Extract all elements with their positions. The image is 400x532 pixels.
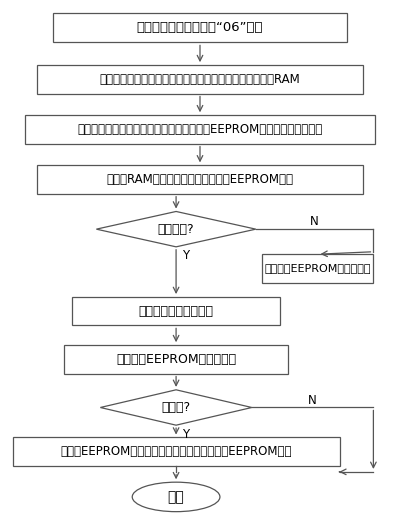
Text: 打印机向耗材芯片发送“06”命令: 打印机向耗材芯片发送“06”命令 [137, 21, 263, 34]
Text: 芯片将EEPROM备份区中的写入数据写入对应的EEPROM区域: 芯片将EEPROM备份区中的写入数据写入对应的EEPROM区域 [60, 445, 292, 458]
Text: 芯片清除EEPROM备份区数据: 芯片清除EEPROM备份区数据 [264, 263, 371, 273]
FancyBboxPatch shape [36, 165, 364, 194]
Text: Y: Y [182, 428, 190, 440]
Polygon shape [96, 211, 256, 247]
Text: 结束: 结束 [168, 490, 184, 504]
Text: 耗材芯片复位重新工作: 耗材芯片复位重新工作 [138, 305, 214, 318]
Text: N: N [308, 394, 317, 406]
FancyBboxPatch shape [25, 115, 375, 144]
Text: 芯片将RAM中的写入数据写入对应的EEPROM区域: 芯片将RAM中的写入数据写入对应的EEPROM区域 [106, 173, 294, 186]
FancyBboxPatch shape [262, 254, 373, 282]
Ellipse shape [132, 482, 220, 512]
Text: 耗材芯片解析打印机命令并将待写域区的数据信息并存入RAM: 耗材芯片解析打印机命令并将待写域区的数据信息并存入RAM [100, 73, 300, 86]
FancyBboxPatch shape [72, 297, 280, 326]
Text: 芯片将待写域区对应的原始数据写入到芯片EEPROM备份区并加入写标记: 芯片将待写域区对应的原始数据写入到芯片EEPROM备份区并加入写标记 [77, 123, 323, 136]
Text: Y: Y [182, 249, 190, 262]
Text: N: N [310, 215, 319, 228]
FancyBboxPatch shape [13, 437, 340, 466]
Polygon shape [100, 390, 252, 425]
Text: 写入失败?: 写入失败? [158, 223, 194, 236]
FancyBboxPatch shape [64, 345, 288, 373]
FancyBboxPatch shape [36, 65, 364, 94]
Text: 芯片检测EEPROM备份区数据: 芯片检测EEPROM备份区数据 [116, 353, 236, 366]
Text: 写标记?: 写标记? [162, 401, 191, 414]
FancyBboxPatch shape [52, 13, 348, 43]
